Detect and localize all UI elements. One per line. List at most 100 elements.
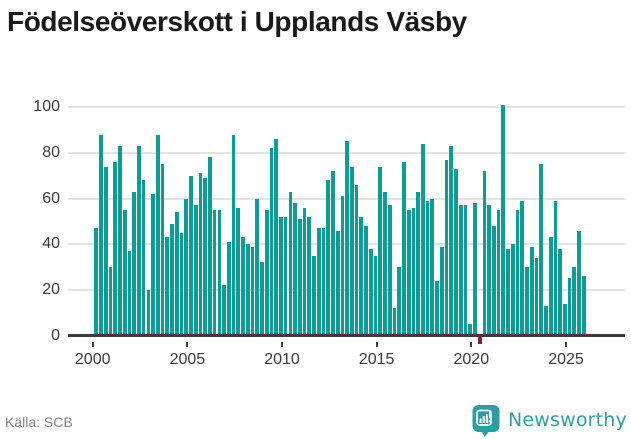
bar	[189, 175, 193, 336]
bar	[335, 230, 340, 336]
bar	[94, 228, 99, 336]
bar	[383, 191, 387, 336]
bar	[331, 171, 335, 336]
bar	[245, 244, 250, 336]
bar	[193, 205, 198, 336]
y-tick-label: 80	[42, 143, 60, 161]
bar	[477, 337, 482, 344]
bar	[572, 267, 577, 336]
bar	[373, 255, 378, 336]
bar	[577, 230, 581, 336]
x-tick-label: 2015	[358, 351, 395, 368]
bar	[421, 143, 425, 336]
bar	[364, 225, 368, 336]
bar	[359, 216, 364, 336]
bar	[231, 134, 236, 336]
bar	[212, 209, 217, 336]
bar	[236, 207, 241, 336]
bar	[122, 209, 127, 336]
bar	[406, 209, 411, 336]
bar	[430, 198, 435, 336]
bar	[274, 139, 279, 336]
bar	[458, 205, 463, 336]
bar	[160, 164, 165, 336]
y-tick-label: 40	[42, 235, 60, 253]
bar	[525, 267, 529, 336]
bar	[340, 196, 345, 336]
bar	[444, 159, 449, 336]
bar	[468, 324, 473, 336]
bar	[544, 305, 548, 336]
bar	[217, 209, 222, 336]
y-tick-label: 60	[42, 189, 60, 207]
bar	[108, 267, 113, 336]
x-tick-mark	[565, 342, 567, 347]
bar	[170, 223, 174, 336]
bar	[449, 146, 454, 336]
bar	[553, 200, 558, 336]
x-tick-label: 2000	[74, 351, 111, 368]
bar	[279, 216, 283, 336]
bar	[581, 276, 586, 336]
bar	[411, 207, 416, 336]
bar	[283, 216, 288, 336]
bar	[260, 262, 264, 336]
bar	[184, 198, 189, 336]
bar	[397, 267, 402, 336]
bar	[118, 146, 122, 336]
x-tick-label: 2025	[548, 351, 584, 368]
bar	[288, 191, 293, 336]
x-tick-mark	[281, 342, 283, 347]
bar	[155, 134, 160, 336]
bar	[345, 141, 349, 336]
bar	[454, 168, 458, 336]
bar	[132, 191, 137, 336]
bar	[548, 237, 553, 336]
bar	[307, 216, 312, 336]
y-tick-label: 0	[51, 326, 60, 344]
bar	[487, 205, 491, 336]
bar	[558, 248, 562, 336]
x-tick-mark	[470, 342, 473, 347]
bar	[174, 212, 179, 336]
bar	[435, 280, 439, 336]
bar	[203, 178, 208, 336]
bar	[416, 191, 420, 336]
x-tick-mark	[91, 342, 94, 347]
gridline	[68, 106, 625, 109]
bar	[146, 289, 151, 336]
bar	[496, 209, 501, 336]
x-tick-label: 2010	[264, 351, 300, 368]
bar	[506, 248, 510, 336]
bar	[151, 194, 155, 336]
bar	[354, 184, 359, 336]
bar	[302, 207, 307, 336]
bar	[563, 303, 567, 336]
bar	[515, 209, 520, 336]
bar	[378, 166, 383, 336]
x-tick-label: 2005	[169, 351, 206, 368]
bar	[312, 255, 316, 336]
bar	[425, 200, 430, 336]
newsworthy-logo: Newsworthy	[472, 403, 627, 437]
bar	[141, 180, 146, 336]
source-note: Källa: SCB	[5, 414, 73, 430]
x-tick-mark	[375, 342, 378, 347]
bar	[222, 285, 226, 336]
bar	[387, 205, 392, 336]
bar	[99, 134, 103, 336]
bar	[510, 244, 515, 336]
bar	[316, 228, 321, 336]
newsworthy-badge-icon	[472, 404, 500, 437]
bar	[127, 251, 132, 336]
bar	[326, 180, 331, 336]
bar	[297, 219, 302, 336]
bar	[350, 166, 354, 336]
newsworthy-wordmark: Newsworthy	[507, 409, 627, 431]
bar	[165, 237, 170, 336]
x-axis-line	[68, 334, 625, 337]
chart-title: Födelseöverskott i Upplands Väsby	[7, 6, 467, 37]
bar	[255, 198, 260, 336]
bar	[501, 104, 506, 336]
